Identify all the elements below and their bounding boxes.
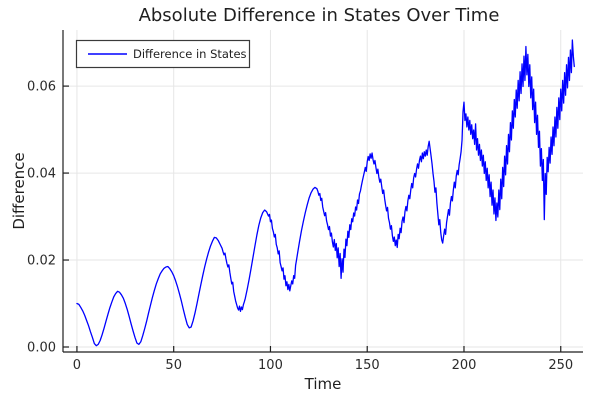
x-tick-label: 0 (73, 358, 81, 373)
chart-title: Absolute Difference in States Over Time (139, 5, 500, 26)
x-tick-label: 50 (165, 358, 182, 373)
y-axis-label: Difference (10, 152, 28, 229)
axes (62, 30, 583, 353)
x-tick-label: 150 (355, 358, 380, 373)
y-tick-label: 0.04 (27, 167, 56, 182)
x-tick-label: 250 (548, 358, 573, 373)
series-line-difference-in-states (76, 39, 575, 347)
y-tick-label: 0.00 (27, 340, 56, 355)
y-tick-label: 0.06 (27, 80, 56, 95)
gridlines (63, 30, 583, 352)
x-axis-label: Time (304, 375, 342, 393)
y-tick-label: 0.02 (27, 254, 56, 269)
legend: Difference in States (75, 39, 251, 69)
x-tick-label: 100 (258, 358, 283, 373)
x-tick-label: 200 (452, 358, 477, 373)
legend-label: Difference in States (133, 47, 247, 61)
tick-labels: 0 50 100 150 200 250 0.00 0.02 0.04 0.06 (27, 80, 573, 373)
